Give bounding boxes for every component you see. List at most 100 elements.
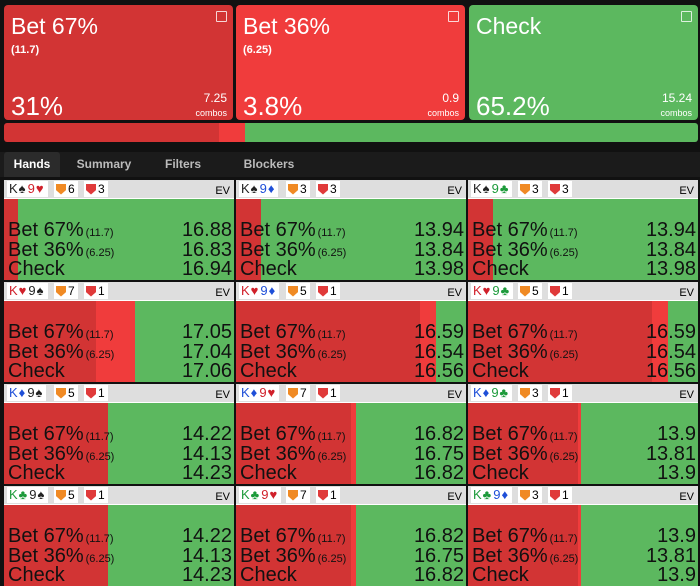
- hand-cell[interactable]: K♠ 9♦ 3 3 EV Bet 67% (11.7) 13.94 Bet 36% (6.25) 1…: [236, 180, 466, 280]
- card-rank: 9: [260, 283, 268, 298]
- action-name: Bet 36%: [240, 340, 316, 363]
- tab[interactable]: Hands: [4, 152, 60, 177]
- card-rank: K: [473, 487, 482, 502]
- action-card[interactable]: Bet 36% (6.25) 3.8% 0.9 combos: [236, 5, 465, 121]
- hand-header: K♣ 9♠ 5 1 EV: [4, 486, 234, 504]
- hand-cell[interactable]: K♦ 9♥ 7 1 EV Bet 67% (11.7) 16.82 Bet 36% (6.25) 1…: [236, 384, 466, 484]
- blocker-icon: [520, 285, 530, 297]
- mix-segment: [493, 199, 698, 280]
- ev-value: 17.06: [181, 360, 232, 382]
- ev-value: 16.75: [413, 544, 464, 567]
- blocker-count: 3: [532, 386, 539, 400]
- ev-value: 13.9: [657, 423, 696, 445]
- card-icon[interactable]: [448, 11, 459, 22]
- action-name: Bet 67%: [8, 219, 84, 241]
- card-suit: ♦: [268, 283, 276, 298]
- blocker-count: 3: [300, 182, 307, 196]
- hand-header: K♠ 9♥ 6 3 EV: [4, 180, 234, 198]
- blocker-badge: 7: [286, 487, 310, 503]
- card-rank: K: [473, 181, 482, 196]
- hand-header: K♣ 9♥ 7 1 EV: [236, 486, 466, 504]
- card-rank: K: [473, 385, 482, 400]
- card-rank: 9: [27, 181, 35, 196]
- action-name: Bet 36%: [243, 13, 330, 39]
- blocker-badge: 3: [518, 181, 542, 197]
- action-size: (6.25): [317, 552, 347, 565]
- blocker-icon: [86, 183, 96, 195]
- blocker-count: 7: [300, 386, 307, 400]
- hand-cell[interactable]: K♥ 9♣ 5 1 EV Bet 67% (11.7) 16.59 Bet 36% (6.25) 1…: [468, 282, 698, 382]
- blocker-badge: 7: [286, 385, 310, 401]
- mix-segment: [652, 301, 669, 382]
- ev-row: Bet 67% (11.7) 17.05: [8, 322, 232, 342]
- ev-value: 14.13: [181, 544, 232, 567]
- tab[interactable]: Summary: [76, 157, 132, 171]
- card-rank: 9: [28, 283, 36, 298]
- action-name: Check: [8, 360, 65, 382]
- hand-cell[interactable]: K♦ 9♣ 3 1 EV Bet 67% (11.7) 13.9 Bet 36% (6.25) 13…: [468, 384, 698, 484]
- blocker-icon: [550, 183, 560, 195]
- action-name: Check: [476, 13, 542, 39]
- card-suit: ♦: [267, 181, 275, 196]
- hand-cell[interactable]: K♣ 9♠ 5 1 EV Bet 67% (11.7) 14.22 Bet 36% (6.25) 1…: [4, 486, 234, 586]
- blocker-badge: 1: [548, 385, 572, 401]
- blocker-count: 1: [330, 488, 337, 502]
- ev-row: Bet 36% (6.25) 14.13: [8, 546, 232, 566]
- ev-row: Bet 67% (11.7) 16.59: [472, 322, 696, 342]
- card-suit: ♦: [501, 487, 509, 502]
- blocker-badge: 1: [548, 283, 572, 299]
- tab[interactable]: Blockers: [243, 157, 295, 171]
- ev-label: EV: [679, 287, 694, 299]
- action-size: (6.25): [317, 450, 347, 463]
- blocker-badge: 1: [316, 487, 340, 503]
- blocker-count: 3: [532, 182, 539, 196]
- blocker-icon: [550, 285, 560, 297]
- ev-value: 16.83: [181, 238, 232, 261]
- action-size: (11.7): [317, 329, 346, 341]
- action-name: Bet 36%: [240, 442, 316, 465]
- hand-cell[interactable]: K♣ 9♥ 7 1 EV Bet 67% (11.7) 16.82 Bet 36% (6.25) 1…: [236, 486, 466, 586]
- card-suit: ♠: [35, 385, 43, 400]
- action-size: (11.7): [549, 533, 578, 545]
- ev-label: EV: [447, 287, 462, 299]
- action-card[interactable]: Bet 67% (11.7) 31% 7.25 combos: [4, 5, 233, 121]
- hand-cell[interactable]: K♥ 9♦ 5 1 EV Bet 67% (11.7) 16.59 Bet 36% (6.25) 1…: [236, 282, 466, 382]
- hand-cell[interactable]: K♠ 9♥ 6 3 EV Bet 67% (11.7) 16.88 Bet 36% (6.25) 1…: [4, 180, 234, 280]
- strategy-segment: [245, 123, 698, 142]
- hand-cell[interactable]: K♣ 9♦ 3 1 EV Bet 67% (11.7) 13.9 Bet 36% (6.25) 13…: [468, 486, 698, 586]
- mix-segment: [236, 199, 262, 280]
- ev-label: EV: [679, 491, 694, 503]
- action-name: Bet 67%: [11, 13, 98, 39]
- tab[interactable]: Filters: [164, 157, 201, 171]
- action-card[interactable]: Check 65.2% 15.24 combos: [469, 5, 698, 121]
- action-name: Bet 67%: [472, 423, 548, 445]
- mix-segment: [578, 505, 581, 586]
- card-icon[interactable]: [681, 11, 692, 22]
- action-name: Bet 67%: [8, 321, 84, 343]
- card-rank: 9: [491, 385, 499, 400]
- hand-cell[interactable]: K♦ 9♠ 5 1 EV Bet 67% (11.7) 14.22 Bet 36% (6.25) 1…: [4, 384, 234, 484]
- ev-row: Bet 67% (11.7) 14.22: [8, 526, 232, 546]
- hand-cell[interactable]: K♥ 9♠ 7 1 EV Bet 67% (11.7) 17.05 Bet 36% (6.25) 1…: [4, 282, 234, 382]
- blocker-count: 3: [330, 182, 337, 196]
- card-icon[interactable]: [216, 11, 227, 22]
- card-rank: K: [241, 385, 250, 400]
- mix-segment: [4, 505, 108, 586]
- card-suit: ♣: [499, 181, 509, 196]
- ev-row: Check 16.82: [240, 565, 464, 585]
- mix-segment: [468, 505, 579, 586]
- mix-bar: [236, 199, 466, 280]
- card-suit: ♠: [37, 487, 45, 502]
- ev-value: 16.56: [645, 360, 696, 382]
- hand-cell[interactable]: K♠ 9♣ 3 3 EV Bet 67% (11.7) 13.94 Bet 36% (6.25) 1…: [468, 180, 698, 280]
- ev-row: Bet 67% (11.7) 13.9: [472, 526, 696, 546]
- strategy-bar: [4, 123, 698, 142]
- blocker-count: 1: [562, 488, 569, 502]
- card-suit: ♥: [35, 181, 44, 196]
- blocker-icon: [86, 489, 96, 501]
- hand-cards: K♥ 9♣: [471, 283, 514, 299]
- action-name: Check: [8, 462, 65, 484]
- card-suit: ♥: [250, 283, 259, 298]
- ev-row: Check 14.23: [8, 463, 232, 483]
- mix-bar: [4, 403, 234, 484]
